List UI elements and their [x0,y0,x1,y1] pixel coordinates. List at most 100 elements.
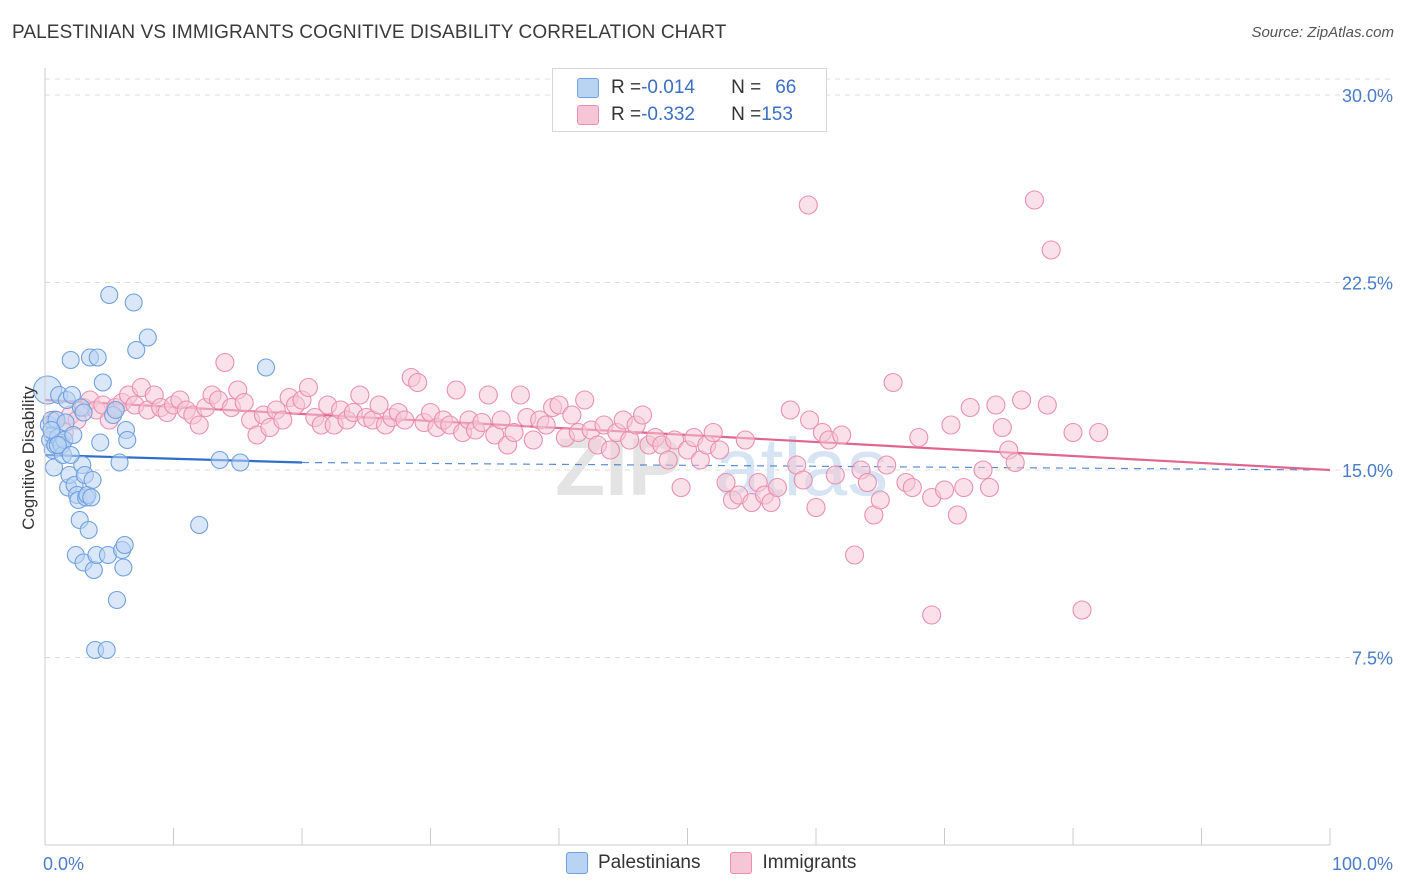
y-axis-label: Cognitive Disability [19,386,38,530]
palestinians-point [64,425,83,445]
immigrants-point [1072,600,1092,620]
immigrants-point [1063,422,1083,443]
palestinians-point [84,560,103,580]
legend-r-value: -0.332 [641,104,695,125]
legend-r-label: R = [611,104,642,125]
immigrants-point [395,410,415,430]
immigrants-point [491,410,511,430]
axes [44,68,1331,846]
immigrants-point [844,545,865,565]
immigrants-point [632,405,653,425]
immigrants-point [909,427,929,448]
palestinians-point [91,433,110,452]
legend-item-immigrants[interactable]: Immigrants [730,852,856,874]
immigrants-point [1005,452,1025,473]
immigrants-point [947,505,967,525]
immigrants-point [941,415,961,435]
palestinians-trend-extension [301,461,1331,471]
palestinians-point [48,435,67,455]
immigrants-point [549,395,569,415]
chart-title: PALESTINIAN VS IMMIGRANTS COGNITIVE DISA… [12,22,727,43]
legend-r-value: -0.014 [641,77,695,98]
palestinians-point [106,400,125,420]
chart-source: Source: ZipAtlas.com [1251,24,1394,41]
immigrants-point [1037,395,1057,415]
immigrants-point [832,425,852,445]
immigrants-point [446,380,466,400]
palestinians-point [61,350,80,370]
legend-item-palestinians[interactable]: Palestinians [566,852,700,874]
immigrants-point [665,430,685,450]
x-tick-label: 0.0% [43,854,84,874]
immigrants-point [902,477,922,498]
palestinians-point [115,535,134,555]
immigrants-point [575,390,595,410]
palestinians-point [210,450,229,470]
legend-n-label: N = [731,104,762,125]
legend-label-palestinians: Palestinians [598,852,701,873]
immigrants-point [798,195,818,215]
palestinians-point [231,453,250,472]
immigrants-point [979,477,1000,498]
tick-labels: 7.5% 15.0% 22.5% 30.0% 0.0% 100.0% [43,86,1393,874]
palestinians-trend-line [44,453,303,464]
palestinians-point [114,558,133,577]
immigrants-point [922,605,942,625]
y-tick-label: 30.0% [1342,86,1393,106]
legend-row-palestinians: R = -0.014 N = 66 [577,77,796,99]
immigrants-point [671,477,691,498]
palestinians-point [62,385,82,405]
palestinians-point [138,328,157,347]
immigrants-point [478,385,498,405]
legend-swatch-pink [577,105,599,125]
immigrants-point [986,395,1006,415]
immigrants-point [504,422,524,443]
palestinians-point [256,358,276,377]
immigrants-point [973,460,993,480]
immigrants-point [215,352,235,373]
palestinians-point [61,445,80,465]
palestinians-point [74,403,93,422]
palestinians-point [118,430,137,450]
grid-lines [45,78,1392,658]
immigrants-point [523,430,543,450]
palestinians-point [83,470,102,490]
x-tick-label: 100.0% [1332,854,1393,874]
immigrants-point [806,497,826,518]
series-legend: Palestinians Immigrants [566,852,886,874]
immigrants-point [960,397,980,418]
legend-row-immigrants: R = -0.332 N = 153 [577,104,793,126]
immigrants-point [735,430,755,450]
palestinians-points [33,285,276,660]
immigrants-point [793,470,813,490]
immigrants-point [510,385,531,405]
legend-swatch-blue [577,78,599,98]
immigrants-point [825,465,845,485]
palestinians-point [107,590,127,610]
immigrants-point [710,440,730,460]
legend-n-value: 153 [761,104,793,125]
immigrants-point [934,480,955,500]
immigrants-points [45,190,1109,625]
immigrants-point [870,490,890,510]
immigrants-point [800,410,820,430]
immigrants-point [954,477,974,498]
immigrants-point [472,412,492,433]
immigrants-point [716,472,736,493]
legend-label-immigrants: Immigrants [762,852,857,873]
immigrants-point [562,405,582,425]
palestinians-point [190,515,209,535]
immigrants-point [992,417,1012,438]
legend-n-label: N = [731,77,762,98]
palestinians-point [82,488,101,507]
immigrants-point [780,400,800,420]
immigrants-point [234,392,254,413]
y-tick-label: 15.0% [1342,461,1393,481]
palestinians-point [93,373,112,392]
palestinians-point [42,420,61,440]
palestinians-point [88,348,107,367]
correlation-legend: R = -0.014 N = 66 R = -0.332 N = 153 [552,68,827,132]
immigrants-point [1012,390,1032,410]
immigrants-point [883,372,903,393]
